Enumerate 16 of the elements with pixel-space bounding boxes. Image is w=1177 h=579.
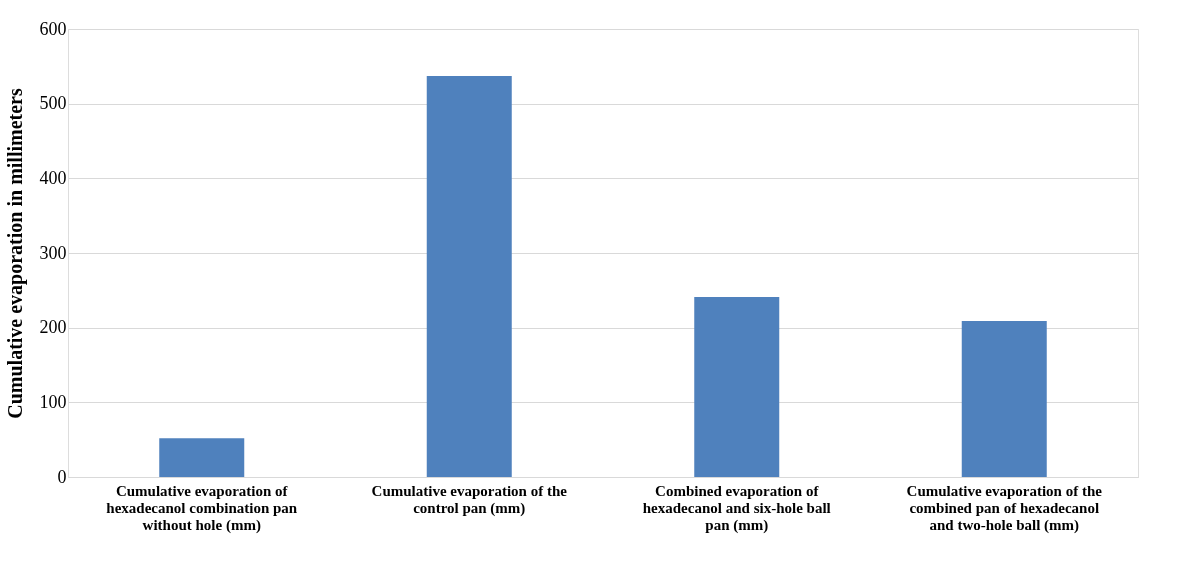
y-tick-label: 200: [39, 317, 67, 338]
x-tick-label: Combined evaporation of hexadecanol and six-hole ball pan (mm): [642, 482, 831, 534]
y-tick-label: 100: [39, 391, 67, 412]
x-tick-label: Cumulative evaporation of the control pan (mm): [371, 482, 568, 517]
y-axis-title: Cumulative evaporation in millimeters: [3, 88, 27, 419]
bar: [961, 320, 1047, 477]
y-tick-label: 0: [57, 466, 67, 487]
y-tick-label: 300: [39, 242, 67, 263]
y-tick-label: 400: [39, 167, 67, 188]
bar: [159, 438, 245, 477]
bar: [694, 297, 780, 477]
bar: [426, 76, 512, 477]
y-tick-label: 500: [39, 93, 67, 114]
x-tick-label: Cumulative evaporation of hexadecanol combination pan without hole (mm): [106, 482, 298, 534]
y-tick-label: 600: [39, 18, 67, 39]
x-tick-label: Cumulative evaporation of the combined pan of hexadecanol and two-hole ball (mm): [906, 482, 1103, 534]
